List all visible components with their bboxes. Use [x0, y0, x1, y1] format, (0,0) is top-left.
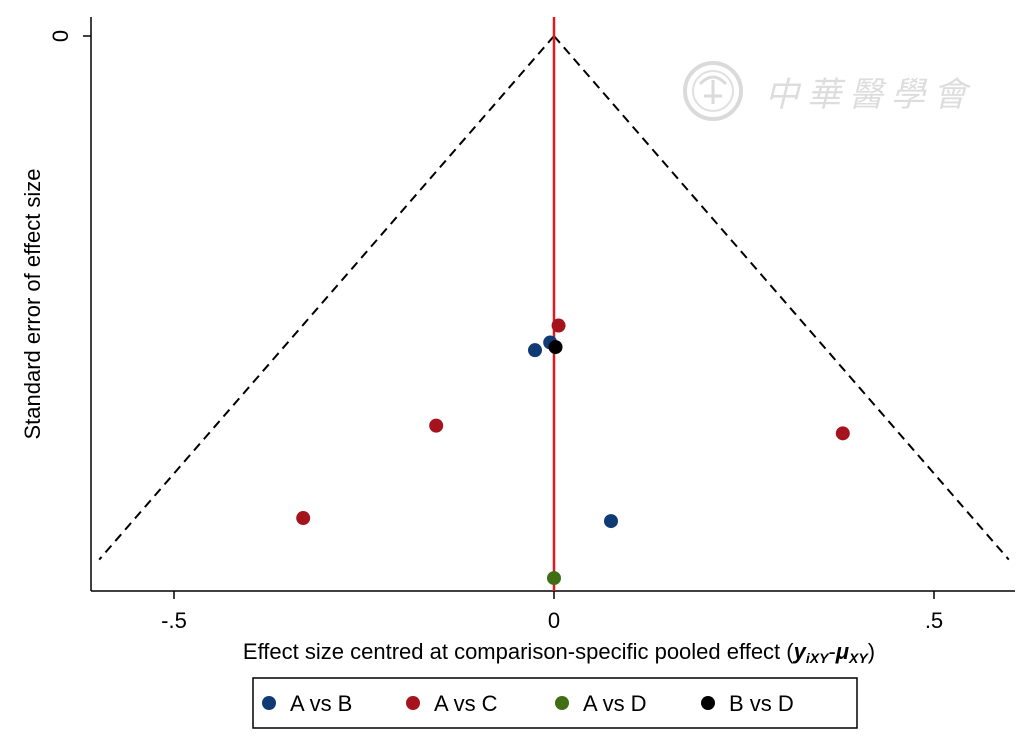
point-b-vs-d [548, 340, 563, 355]
legend-item-a-vs-c: A vs C [406, 691, 498, 716]
legend-item-a-vs-d: A vs D [555, 691, 647, 716]
data-points [296, 318, 850, 586]
point-a-vs-b [604, 514, 618, 529]
society-seal-icon [683, 61, 743, 121]
legend-marker-a-vs-c [406, 696, 420, 710]
point-a-vs-c [429, 418, 444, 433]
y-tick-label: 0 [48, 30, 73, 42]
watermark-text: 中華醫學會 [765, 76, 975, 114]
point-a-vs-c [551, 318, 566, 333]
point-a-vs-d [547, 571, 561, 586]
funnel-left-line [98, 35, 555, 561]
legend-marker-b-vs-d [701, 696, 715, 710]
legend-item-a-vs-b: A vs B [262, 691, 352, 716]
x-tick-label: .5 [925, 608, 943, 633]
legend-label-b-vs-d: B vs D [729, 691, 794, 716]
x-axis-ticks: -.5 0 .5 [161, 591, 943, 633]
point-a-vs-b [528, 343, 542, 358]
legend: A vs B A vs C A vs D B vs D [252, 677, 858, 729]
x-tick-label: 0 [548, 608, 560, 633]
funnel-right-line [553, 35, 1010, 561]
point-a-vs-c [835, 426, 850, 441]
legend-item-b-vs-d: B vs D [701, 691, 794, 716]
legend-marker-a-vs-d [555, 696, 569, 710]
point-a-vs-c [296, 511, 311, 526]
watermark: 中華醫學會 [683, 61, 975, 121]
x-axis-title: Effect size centred at comparison-specif… [243, 639, 875, 666]
x-tick-label: -.5 [161, 608, 187, 633]
y-axis-ticks: 0 [48, 30, 91, 42]
legend-label-a-vs-d: A vs D [583, 691, 647, 716]
legend-label-a-vs-c: A vs C [434, 691, 498, 716]
y-axis-title: Standard error of effect size [20, 168, 45, 439]
legend-label-a-vs-b: A vs B [290, 691, 352, 716]
legend-marker-a-vs-b [262, 696, 276, 710]
